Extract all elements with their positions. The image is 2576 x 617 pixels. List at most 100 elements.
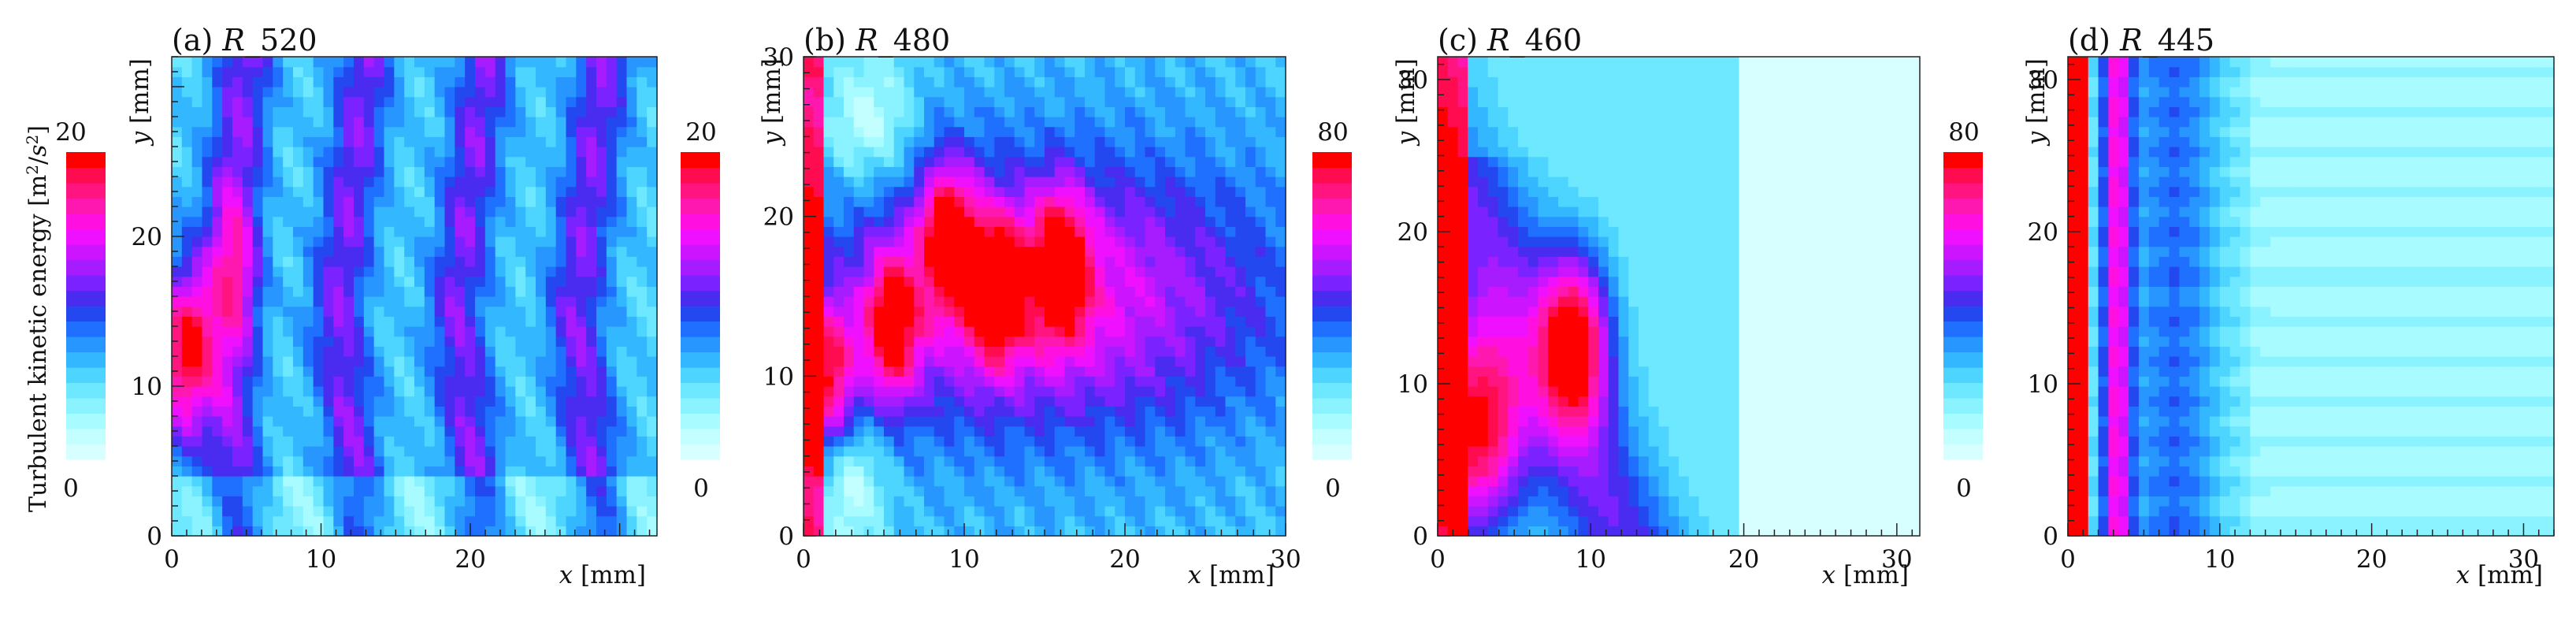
heatmap-cell — [313, 246, 325, 257]
heatmap-cell — [273, 506, 284, 517]
heatmap-cell — [1054, 356, 1066, 367]
colorbar-swatch — [66, 229, 106, 245]
heatmap-cell — [484, 57, 496, 68]
heatmap-cell — [586, 326, 597, 337]
heatmap-cell — [424, 166, 436, 177]
heatmap-cell — [515, 396, 526, 407]
heatmap-cell — [596, 506, 607, 517]
heatmap-cell — [1024, 455, 1035, 466]
heatmap-cell — [212, 136, 223, 147]
heatmap-cell — [293, 455, 304, 466]
heatmap-cell — [343, 156, 354, 167]
heatmap-cell — [455, 446, 466, 457]
heatmap-cell — [1205, 196, 1216, 207]
heatmap-cell — [262, 147, 273, 158]
heatmap-cell — [1134, 76, 1146, 87]
heatmap-cell — [1255, 236, 1267, 247]
heatmap-cell — [1265, 386, 1276, 397]
heatmap-cell — [893, 136, 905, 147]
heatmap-cell — [394, 396, 405, 407]
heatmap-cell — [1175, 446, 1186, 457]
heatmap-cell — [313, 177, 325, 188]
heatmap-cell — [1024, 76, 1035, 87]
heatmap-cell — [1045, 296, 1056, 307]
heatmap-cell — [1225, 106, 1236, 117]
heatmap-cell — [333, 436, 344, 447]
heatmap-cell — [813, 246, 825, 257]
heatmap-cell — [222, 186, 233, 197]
heatmap-cell — [1265, 515, 1276, 526]
heatmap-cell — [323, 366, 334, 377]
heatmap-cell — [424, 296, 436, 307]
heatmap-cell — [283, 266, 294, 277]
heatmap-cell — [1014, 506, 1026, 517]
heatmap-cell — [833, 406, 844, 417]
heatmap-cell — [484, 276, 496, 287]
heatmap-cell — [273, 66, 284, 77]
heatmap-cell — [1004, 246, 1015, 257]
heatmap-cell — [191, 466, 203, 477]
heatmap-cell — [1275, 396, 1286, 407]
heatmap-cell — [172, 416, 183, 427]
heatmap-cell — [444, 226, 455, 237]
heatmap-cell — [1085, 376, 1096, 387]
heatmap-cell — [505, 455, 516, 466]
heatmap-cell — [1225, 326, 1236, 337]
heatmap-cell — [343, 96, 354, 107]
heatmap-cell — [434, 206, 446, 217]
heatmap-cell — [1175, 326, 1186, 337]
heatmap-cell — [536, 416, 547, 427]
heatmap-cell — [455, 156, 466, 167]
heatmap-cell — [1215, 96, 1227, 107]
heatmap-cell — [934, 246, 945, 257]
heatmap-cell — [914, 126, 925, 137]
heatmap-cell — [586, 126, 597, 137]
heatmap-cell — [1165, 216, 1176, 227]
heatmap-cell — [293, 236, 304, 247]
heatmap-cell — [1094, 496, 1106, 507]
heatmap-cell — [626, 436, 637, 447]
heatmap-cell — [924, 336, 935, 347]
heatmap-cell — [191, 386, 203, 397]
heatmap-cell — [637, 436, 648, 447]
heatmap-cell — [1185, 256, 1196, 267]
heatmap-cell — [484, 436, 496, 447]
heatmap-cell — [475, 426, 486, 437]
heatmap-cell — [515, 136, 526, 147]
heatmap-cell — [823, 96, 834, 107]
heatmap-cell — [833, 186, 844, 197]
heatmap-cell — [273, 126, 284, 137]
heatmap-cell — [863, 57, 874, 68]
heatmap-cell — [874, 296, 885, 307]
heatmap-cell — [924, 266, 935, 277]
heatmap-cell — [1054, 296, 1066, 307]
heatmap-cell — [1175, 436, 1186, 447]
heatmap-cell — [606, 276, 618, 287]
heatmap-cell — [626, 455, 637, 466]
heatmap-cell — [1245, 386, 1256, 397]
heatmap-cell — [984, 117, 995, 128]
heatmap-cell — [1075, 256, 1086, 267]
heatmap-cell — [596, 156, 607, 167]
heatmap-cell — [1265, 66, 1276, 77]
heatmap-cell — [273, 396, 284, 407]
heatmap-cell — [1024, 66, 1035, 77]
heatmap-cell — [384, 177, 395, 188]
heatmap-cell — [333, 386, 344, 397]
heatmap-cell — [525, 117, 536, 128]
heatmap-cell — [1275, 246, 1286, 257]
heatmap-cell — [974, 316, 985, 327]
heatmap-cell — [465, 455, 476, 466]
heatmap-cell — [475, 476, 486, 487]
x-tick-label: 10 — [306, 545, 336, 574]
heatmap-cell — [394, 426, 405, 437]
heatmap-cell — [566, 177, 577, 188]
colorbar-swatch — [66, 214, 106, 230]
heatmap-cell — [262, 376, 273, 387]
heatmap-cell — [904, 206, 915, 217]
heatmap-cell — [1225, 446, 1236, 457]
heatmap-cell — [874, 306, 885, 317]
heatmap-cell — [914, 436, 925, 447]
heatmap-cell — [333, 196, 344, 207]
heatmap-cell — [191, 455, 203, 466]
